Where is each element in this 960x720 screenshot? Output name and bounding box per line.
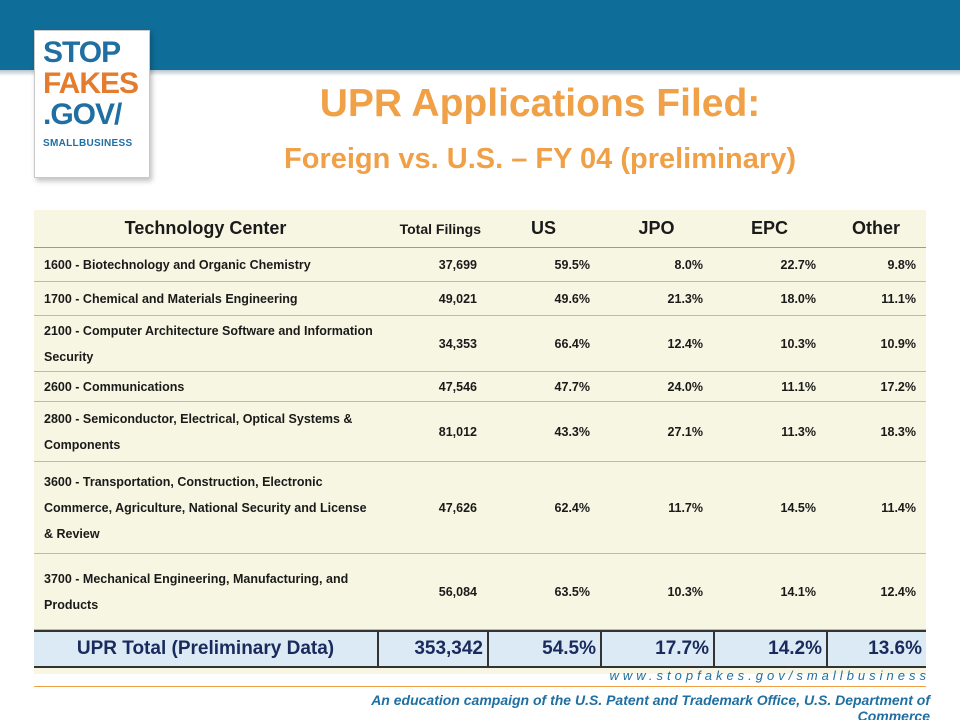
row-total-filings: 81,012 [377,402,487,462]
slide-subtitle: Foreign vs. U.S. – FY 04 (preliminary) [284,143,796,175]
row-other: 17.2% [826,372,926,402]
header-other: Other [826,210,926,248]
row-us: 62.4% [487,462,600,554]
row-other: 18.3% [826,402,926,462]
header-technology-center: Technology Center [34,210,377,248]
row-other: 10.9% [826,316,926,372]
row-total-filings: 47,626 [377,462,487,554]
row-epc: 22.7% [713,248,826,282]
table-grid: Technology Center Total Filings US JPO E… [34,210,926,668]
filings-table: Technology Center Total Filings US JPO E… [34,210,926,674]
total-jpo: 17.7% [600,630,713,668]
row-total-filings: 34,353 [377,316,487,372]
row-jpo: 21.3% [600,282,713,316]
row-us: 66.4% [487,316,600,372]
row-epc: 11.3% [713,402,826,462]
row-us: 47.7% [487,372,600,402]
row-epc: 14.5% [713,462,826,554]
header-us: US [487,210,600,248]
row-total-filings: 37,699 [377,248,487,282]
logo-line-gov: .GOV/ [43,98,122,131]
row-epc: 14.1% [713,554,826,630]
row-jpo: 11.7% [600,462,713,554]
row-total-filings: 49,021 [377,282,487,316]
row-tech-center: 3600 - Transportation, Construction, Ele… [34,462,377,554]
row-other: 9.8% [826,248,926,282]
row-epc: 18.0% [713,282,826,316]
row-other: 11.1% [826,282,926,316]
row-us: 59.5% [487,248,600,282]
slide-title: UPR Applications Filed: [319,82,761,125]
row-tech-center: 3700 - Mechanical Engineering, Manufactu… [34,554,377,630]
website-url: www.stopfakes.gov/smallbusiness [609,668,930,683]
row-jpo: 10.3% [600,554,713,630]
row-jpo: 8.0% [600,248,713,282]
logo-line-stop: STOP [43,36,121,69]
total-filings: 353,342 [377,630,487,668]
row-jpo: 27.1% [600,402,713,462]
row-total-filings: 56,084 [377,554,487,630]
row-total-filings: 47,546 [377,372,487,402]
total-epc: 14.2% [713,630,826,668]
header-epc: EPC [713,210,826,248]
row-tech-center: 2800 - Semiconductor, Electrical, Optica… [34,402,377,462]
row-tech-center: 2600 - Communications [34,372,377,402]
row-us: 43.3% [487,402,600,462]
row-epc: 10.3% [713,316,826,372]
footer-divider [34,686,926,687]
stopfakes-logo: STOP FAKES .GOV/ SMALLBUSINESS [34,30,150,178]
logo-line-smallbusiness: SMALLBUSINESS [43,138,133,149]
row-tech-center: 1600 - Biotechnology and Organic Chemist… [34,248,377,282]
footer-text: An education campaign of the U.S. Patent… [371,692,930,720]
header-total-filings: Total Filings [377,210,487,248]
row-other: 11.4% [826,462,926,554]
total-label: UPR Total (Preliminary Data) [34,630,377,668]
row-jpo: 12.4% [600,316,713,372]
top-banner [0,0,960,70]
row-other: 12.4% [826,554,926,630]
row-tech-center: 1700 - Chemical and Materials Engineerin… [34,282,377,316]
row-tech-center: 2100 - Computer Architecture Software an… [34,316,377,372]
logo-line-fakes: FAKES [43,67,139,100]
row-jpo: 24.0% [600,372,713,402]
header-jpo: JPO [600,210,713,248]
total-us: 54.5% [487,630,600,668]
row-epc: 11.1% [713,372,826,402]
row-us: 63.5% [487,554,600,630]
row-us: 49.6% [487,282,600,316]
total-other: 13.6% [826,630,926,668]
banner-shadow [0,70,960,76]
